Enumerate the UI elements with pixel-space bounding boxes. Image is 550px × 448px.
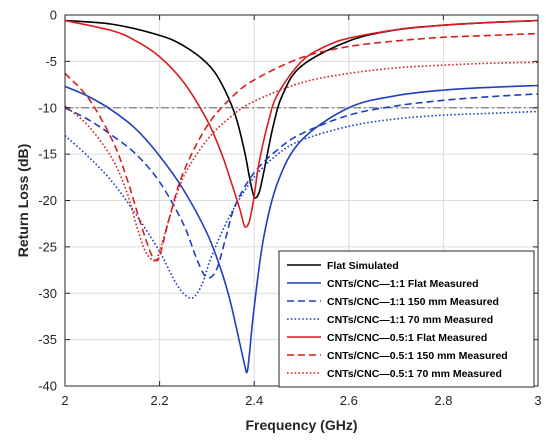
series-line-5 — [64, 19, 539, 228]
y-axis-title: Return Loss (dB) — [15, 144, 31, 258]
y-tick-label: -25 — [38, 239, 57, 254]
y-tick-label: -5 — [45, 54, 57, 69]
y-tick-label: -15 — [38, 147, 57, 162]
series-line-7 — [64, 61, 539, 262]
y-tick-label: -20 — [38, 193, 57, 208]
legend-box — [278, 250, 535, 388]
legend-label: Flat Simulated — [327, 260, 399, 272]
series-line-3 — [64, 93, 539, 279]
y-tick-label: 0 — [50, 8, 57, 23]
legend-label: CNTs/CNC—1:1 70 mm Measured — [327, 314, 493, 326]
legend-label: CNTs/CNC—0.5:1 150 mm Measured — [327, 350, 508, 362]
y-tick-label: -35 — [38, 332, 57, 347]
series-line-6 — [64, 32, 539, 262]
series-line-4 — [64, 110, 539, 300]
y-tick-label: -30 — [38, 286, 57, 301]
x-tick-label: 2 — [61, 393, 68, 408]
legend: Flat Simulated CNTs/CNC—1:1 Flat Measured… — [278, 250, 535, 388]
x-tick-label: 2.2 — [151, 393, 169, 408]
x-tick-label: 3 — [534, 393, 541, 408]
tick-labels: 2 2.2 2.4 2.6 2.8 3 0 -5 -10 -15 -20 -25 -30 -35 -40 — [38, 8, 541, 409]
legend-label: CNTs/CNC—0.5:1 Flat Measured — [327, 332, 487, 344]
y-tick-label: -10 — [38, 100, 57, 115]
series-line-2 — [64, 84, 539, 374]
y-tick-label: -40 — [38, 379, 57, 394]
legend-label: CNTs/CNC—1:1 150 mm Measured — [327, 296, 499, 308]
series-group — [64, 19, 539, 374]
legend-label: CNTs/CNC—0.5:1 70 mm Measured — [327, 368, 502, 380]
x-axis-title: Frequency (GHz) — [245, 417, 357, 433]
x-tick-label: 2.8 — [434, 393, 452, 408]
legend-label: CNTs/CNC—1:1 Flat Measured — [327, 278, 479, 290]
x-tick-label: 2.4 — [245, 393, 263, 408]
x-tick-label: 2.6 — [340, 393, 358, 408]
